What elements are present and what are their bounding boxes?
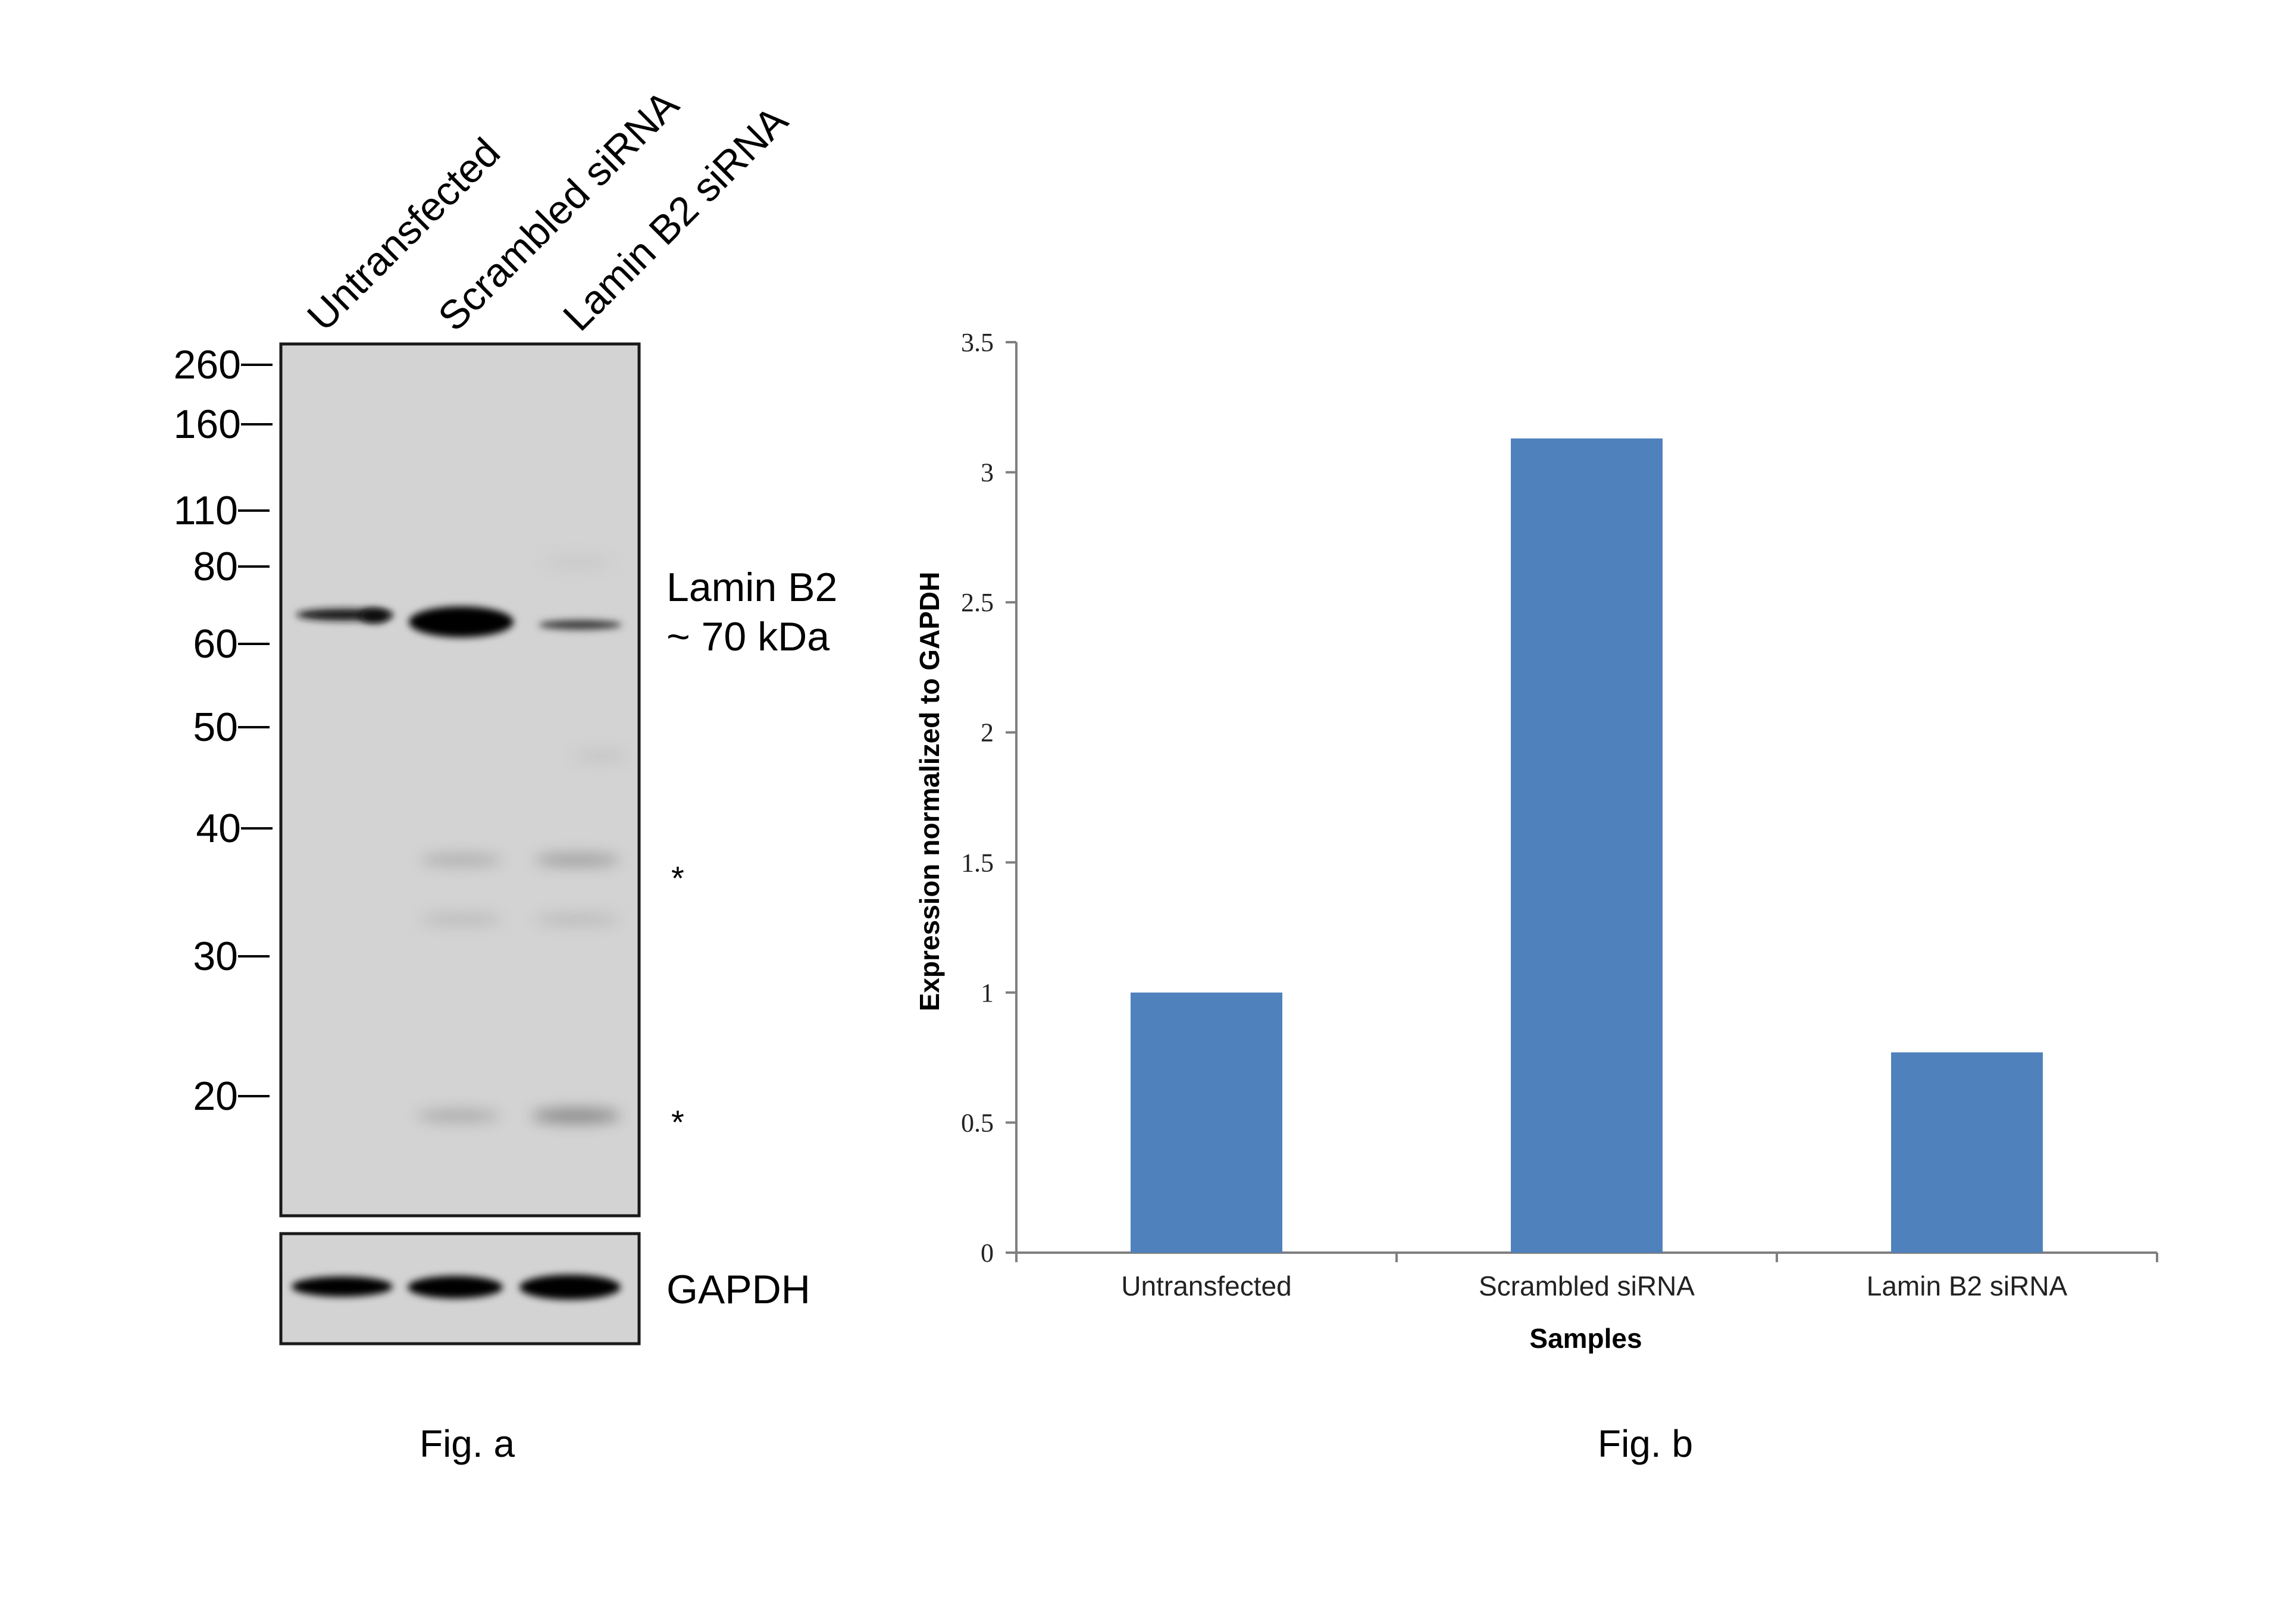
mw-label-80: 80 [193, 544, 238, 589]
nonspecific-band-20-scrambled [417, 1110, 500, 1121]
mw-label-60: 60 [193, 621, 238, 667]
x-tick-label: Untransfected [1121, 1271, 1291, 1301]
mw-label-30: 30 [193, 934, 238, 979]
gapdh-band-lamin-b2-sirna [519, 1275, 621, 1300]
bar [1511, 438, 1663, 1253]
mw-label-20: 20 [193, 1074, 238, 1119]
y-tick-label: 1 [981, 978, 994, 1007]
band-label-70kda: ~ 70 kDa [666, 614, 830, 659]
main-membrane [279, 342, 641, 1218]
x-axis-title: Samples [1529, 1323, 1642, 1354]
nonspecific-band-20-lamin [531, 1109, 621, 1123]
caption-fig-a: Fig. a [420, 1422, 515, 1465]
band-label-lamin-b2: Lamin B2 [666, 565, 837, 610]
western-blot-panel: Untransfected Scrambled siRNA Lamin B2 s… [174, 82, 838, 1465]
y-tick-label: 1.5 [961, 848, 994, 877]
lane-labels: Untransfected Scrambled siRNA Lamin B2 s… [299, 82, 797, 340]
bar-chart-panel: Expression normalized to GAPDH Samples F… [914, 328, 2158, 1465]
nonspecific-band-40-scrambled [420, 855, 503, 865]
gapdh-bands [292, 1275, 621, 1300]
nonspecific-bands [417, 558, 628, 1123]
y-axis-title: Expression normalized to GAPDH [914, 572, 945, 1012]
gapdh-band-untransfected [292, 1276, 393, 1297]
lamin-b2-band-untransfected-tail [360, 609, 390, 623]
mw-label-40: 40 [196, 806, 241, 851]
mw-label-160: 160 [174, 402, 241, 447]
nonspecific-band-40-lamin [534, 854, 620, 866]
gapdh-band-scrambled-sirna [408, 1276, 503, 1298]
nonspecific-asterisk-lower: * [671, 1103, 684, 1141]
x-tick-label: Lamin B2 siRNA [1867, 1271, 2068, 1301]
lamin-b2-band-lamin-b2-sirna [539, 620, 622, 630]
y-tick-label: 0.5 [961, 1108, 994, 1137]
nonspecific-asterisk-upper: * [671, 859, 684, 897]
y-tick-label: 3.5 [961, 328, 994, 357]
nonspecific-band-48-lamin [574, 751, 628, 761]
bar [1891, 1052, 2043, 1253]
nonspecific-band-33-lamin [534, 915, 620, 924]
lamin-b2-band-scrambled-sirna [409, 606, 514, 637]
y-tick-label: 0 [981, 1238, 994, 1268]
mw-label-50: 50 [193, 705, 238, 750]
y-tick-label: 3 [981, 458, 994, 487]
nonspecific-band-33-scrambled [420, 915, 503, 924]
mw-label-260: 260 [174, 342, 241, 387]
lane-label-scrambled-sirna: Scrambled siRNA [430, 82, 688, 340]
mw-label-110: 110 [174, 488, 238, 533]
caption-fig-b: Fig. b [1598, 1422, 1693, 1465]
y-tick-label: 2.5 [961, 588, 994, 617]
bar [1131, 992, 1282, 1253]
y-tick-label: 2 [981, 718, 994, 747]
mw-ladder: 260 160 110 80 60 50 40 30 20 [174, 342, 273, 1119]
gapdh-label: GAPDH [666, 1267, 810, 1312]
lamin-b2-bands [296, 606, 622, 637]
lane-label-lamin-b2-sirna: Lamin B2 siRNA [555, 98, 797, 340]
x-tick-label: Scrambled siRNA [1479, 1271, 1695, 1301]
nonspecific-band-80-lamin [544, 558, 610, 567]
